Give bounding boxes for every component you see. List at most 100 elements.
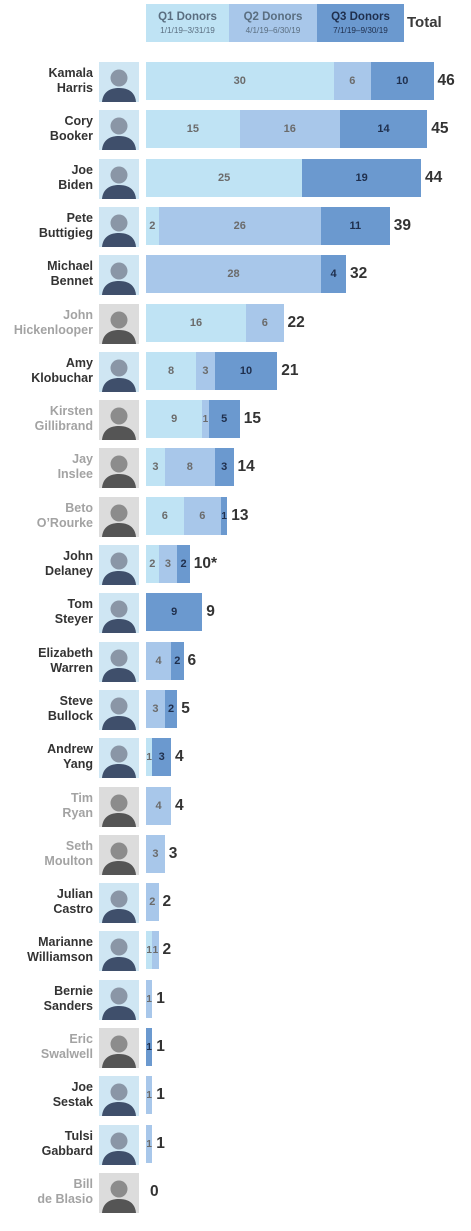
person-icon: [99, 1076, 139, 1116]
bar-segment-q2: 1: [146, 1076, 153, 1114]
candidate-last-name: Warren: [50, 661, 93, 675]
candidate-name: Cory Booker: [50, 114, 93, 144]
candidate-first-name: Amy: [65, 356, 93, 370]
candidate-first-name: Joe: [71, 1080, 93, 1094]
candidate-first-name: Pete: [66, 211, 93, 225]
candidate-row: Cory Booker 15 16 14 45: [0, 110, 471, 150]
candidate-first-name: Cory: [64, 114, 93, 128]
total-value: 44: [425, 169, 443, 186]
total-value: 4: [175, 797, 184, 814]
person-icon: [99, 787, 139, 827]
legend-q2-title: Q2 Donors: [243, 11, 303, 23]
bar-segment-q1: 3: [146, 448, 165, 486]
legend-q2: Q2 Donors 4/1/19–6/30/19: [229, 4, 317, 42]
candidate-row: Tim Ryan 4 4: [0, 787, 471, 827]
bar-segment-q2: 3: [146, 690, 165, 728]
stacked-bar: 15 16 14: [146, 110, 428, 148]
total-value: 21: [281, 362, 299, 379]
candidate-first-name: Kamala: [48, 66, 93, 80]
candidate-row: Amy Klobuchar 8 3 10 21: [0, 352, 471, 392]
bar-segment-q2: 26: [158, 207, 321, 245]
bar-segment-q2: 8: [164, 448, 215, 486]
total-value: 9: [206, 603, 215, 620]
candidate-photo: [99, 980, 139, 1020]
candidate-first-name: Jay: [72, 452, 93, 466]
total-value: 1: [156, 1038, 165, 1055]
candidate-photo: [99, 1125, 139, 1165]
candidate-last-name: Moulton: [44, 854, 93, 868]
candidate-last-name: Buttigieg: [38, 226, 93, 240]
person-icon: [99, 883, 139, 923]
candidate-name: Tom Steyer: [55, 597, 93, 627]
bar-segment-q3: 3: [152, 738, 171, 776]
total-column-header: Total: [407, 14, 442, 31]
candidate-photo: [99, 448, 139, 488]
candidate-first-name: Seth: [65, 839, 93, 853]
total-value: 32: [350, 265, 368, 282]
candidate-first-name: Andrew: [47, 742, 93, 756]
total-value: 10*: [193, 555, 218, 572]
candidate-photo: [99, 835, 139, 875]
candidate-first-name: Tom: [67, 597, 93, 611]
total-value: 1: [156, 1086, 165, 1103]
bar-segment-q3: 5: [208, 400, 240, 438]
total-value: 13: [231, 507, 249, 524]
candidate-name: Elizabeth Warren: [38, 646, 93, 676]
legend-q1: Q1 Donors 1/1/19–3/31/19: [146, 4, 229, 42]
bar-segment-q2: 3: [146, 835, 165, 873]
candidate-first-name: Tim: [71, 791, 93, 805]
candidate-row: Julian Castro 2 2: [0, 883, 471, 923]
total-value: 3: [168, 845, 178, 862]
total-value: 39: [393, 217, 411, 234]
candidate-row: John Delaney 2 3 2 10*: [0, 545, 471, 585]
person-icon: [99, 1125, 139, 1165]
bar-segment-q2: 4: [146, 642, 171, 680]
bar-segment-q2: 28: [146, 255, 321, 293]
stacked-bar: 1: [146, 1028, 153, 1066]
candidate-row: Kirsten Gillibrand 9 1 5 15: [0, 400, 471, 440]
candidate-name: John Hickenlooper: [14, 308, 93, 338]
candidate-last-name: Biden: [58, 178, 93, 192]
candidate-name: Bernie Sanders: [44, 984, 93, 1014]
bar-segment-q3: 11: [321, 207, 390, 245]
candidate-photo: [99, 159, 139, 199]
candidate-name: Pete Buttigieg: [39, 211, 93, 241]
candidate-first-name: Bill: [73, 1177, 93, 1191]
person-icon: [99, 931, 139, 971]
person-icon: [99, 497, 139, 537]
stacked-bar: 9: [146, 593, 203, 631]
candidate-row: Seth Moulton 3 3: [0, 835, 471, 875]
candidate-row: Marianne Williamson 1 1 2: [0, 931, 471, 971]
total-value: 0: [150, 1183, 159, 1200]
candidate-name: Eric Swalwell: [41, 1032, 93, 1062]
bar-segment-q1: 15: [146, 110, 240, 148]
candidate-last-name: Delaney: [45, 564, 93, 578]
candidate-first-name: John: [63, 308, 93, 322]
stacked-bar: 2 26 11: [146, 207, 390, 245]
total-value: 15: [243, 410, 261, 427]
person-icon: [99, 304, 139, 344]
candidate-photo: [99, 1028, 139, 1068]
candidate-row: Kamala Harris 30 6 10 46: [0, 62, 471, 102]
candidate-first-name: Michael: [47, 259, 93, 273]
candidate-photo: [99, 400, 139, 440]
person-icon: [99, 690, 139, 730]
stacked-bar: 3: [146, 835, 165, 873]
bar-segment-q1: 25: [146, 159, 303, 197]
candidate-name: Jay Inslee: [58, 452, 93, 482]
candidate-last-name: Bennet: [50, 274, 93, 288]
legend-q3-range: 7/1/19–9/30/19: [333, 26, 388, 35]
candidate-first-name: Tulsi: [64, 1129, 93, 1143]
bar-segment-q1: 2: [146, 545, 159, 583]
candidate-photo: [99, 545, 139, 585]
bar-segment-q2: 16: [239, 110, 340, 148]
bar-segment-q3: 10: [214, 352, 278, 390]
person-icon: [99, 352, 139, 392]
candidate-row: Beto O’Rourke 6 6 1 13: [0, 497, 471, 537]
candidate-name: Beto O’Rourke: [37, 501, 93, 531]
candidate-last-name: Swalwell: [40, 1047, 93, 1061]
candidate-name: Kirsten Gillibrand: [35, 404, 93, 434]
